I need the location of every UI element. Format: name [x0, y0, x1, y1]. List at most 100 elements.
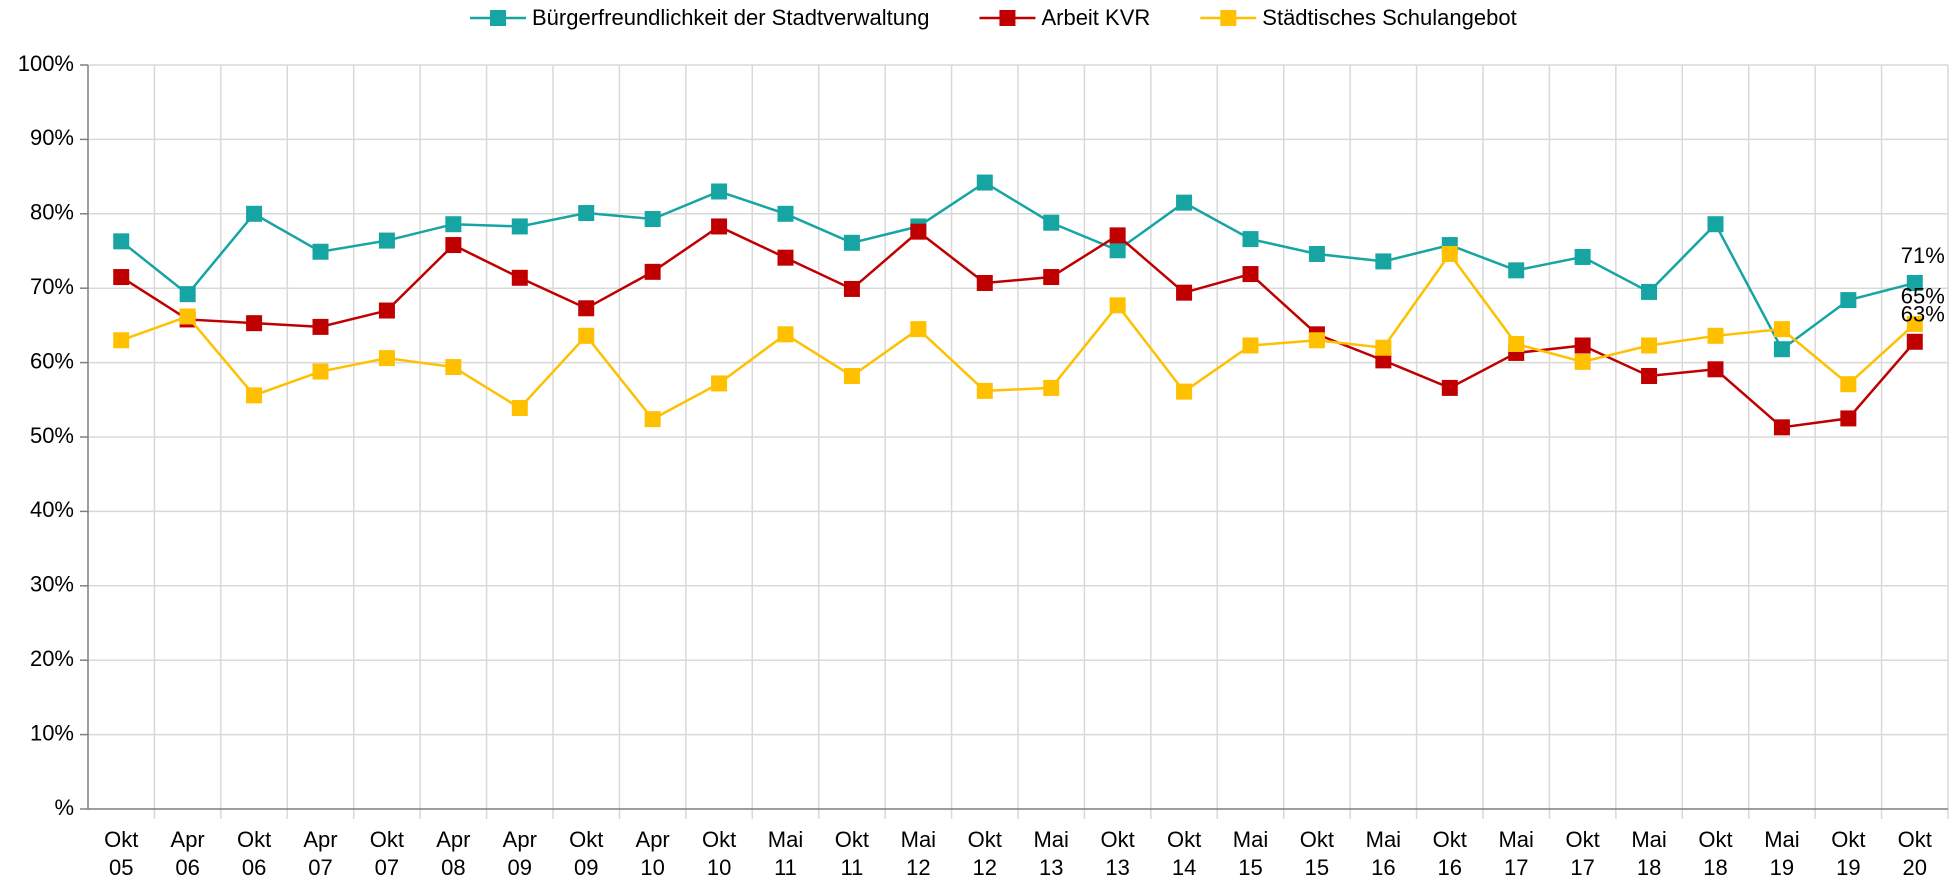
- value-label: 71%: [1901, 243, 1945, 268]
- point-marker: [1641, 367, 1658, 384]
- x-tick-label: Okt 11: [835, 827, 869, 880]
- point-marker: [843, 234, 860, 251]
- y-tick-label: 50%: [30, 423, 74, 448]
- point-marker: [1308, 245, 1325, 262]
- legend-marker: [999, 10, 1016, 26]
- point-marker: [644, 411, 661, 428]
- point-marker: [1242, 266, 1259, 283]
- point-marker: [378, 350, 395, 367]
- x-tick-label: Apr 09: [503, 827, 537, 880]
- value-label: 65%: [1901, 284, 1945, 309]
- point-marker: [1242, 337, 1259, 354]
- x-tick-label: Okt 16: [1433, 827, 1467, 880]
- point-marker: [1508, 336, 1525, 352]
- x-tick-label: Mai 11: [768, 827, 803, 880]
- point-marker: [511, 399, 528, 416]
- legend-item: Bürgerfreundlichkeit der Stadtverwaltung: [470, 5, 929, 30]
- x-tick-label: Apr 06: [171, 827, 205, 880]
- x-tick-label: Okt 05: [104, 827, 138, 880]
- x-tick-label: Apr 10: [636, 827, 670, 880]
- point-marker: [1641, 337, 1658, 354]
- legend-label: Arbeit KVR: [1041, 5, 1150, 30]
- x-tick-label: Okt 20: [1898, 827, 1932, 880]
- y-tick-label: 10%: [30, 720, 74, 745]
- point-marker: [1773, 419, 1790, 436]
- point-marker: [312, 363, 329, 380]
- point-marker: [1840, 292, 1857, 309]
- point-marker: [1242, 231, 1259, 248]
- point-marker: [378, 302, 395, 319]
- point-marker: [777, 205, 794, 222]
- x-tick-label: Okt 10: [702, 827, 736, 880]
- x-tick-label: Mai 19: [1764, 827, 1799, 880]
- series-line: [120, 181, 1916, 352]
- x-tick-label: Mai 12: [901, 827, 936, 880]
- point-marker: [1109, 227, 1126, 244]
- y-tick-label: 60%: [30, 348, 74, 373]
- x-tick-label: Mai 13: [1033, 827, 1068, 880]
- point-marker: [179, 286, 196, 303]
- point-marker: [1176, 383, 1193, 400]
- point-marker: [910, 321, 927, 338]
- point-marker: [511, 218, 528, 235]
- point-marker: [1043, 269, 1060, 286]
- point-marker: [1707, 327, 1724, 344]
- point-marker: [1375, 352, 1392, 369]
- legend-marker: [490, 10, 506, 26]
- point-marker: [644, 211, 661, 228]
- x-tick-label: Mai 17: [1498, 827, 1533, 880]
- point-marker: [1176, 194, 1193, 211]
- point-marker: [113, 269, 130, 286]
- legend-marker: [1220, 10, 1237, 26]
- point-marker: [1043, 214, 1060, 231]
- y-tick-label: 90%: [30, 125, 74, 150]
- point-marker: [1574, 248, 1591, 265]
- series-line: [120, 251, 1916, 421]
- point-marker: [1109, 297, 1126, 314]
- point-marker: [378, 232, 395, 249]
- point-marker: [1043, 379, 1060, 396]
- point-marker: [1441, 245, 1458, 262]
- point-marker: [312, 318, 329, 335]
- x-tick-label: Okt 19: [1831, 827, 1865, 880]
- y-tick-label: %: [54, 795, 74, 820]
- y-tick-label: 20%: [30, 646, 74, 671]
- legend-item: Arbeit KVR: [979, 5, 1150, 30]
- point-marker: [1375, 253, 1392, 270]
- y-tick-label: 30%: [30, 572, 74, 597]
- point-marker: [1308, 332, 1325, 349]
- point-marker: [843, 280, 860, 297]
- point-marker: [1840, 376, 1857, 393]
- point-marker: [1109, 242, 1126, 259]
- point-marker: [1906, 315, 1923, 332]
- point-marker: [511, 269, 528, 286]
- point-marker: [1641, 283, 1658, 300]
- x-tick-label: Okt 14: [1167, 827, 1201, 880]
- x-tick-label: Okt 06: [237, 827, 271, 880]
- x-tick-label: Mai 16: [1366, 827, 1401, 880]
- point-marker: [644, 263, 661, 280]
- point-marker: [1508, 262, 1525, 279]
- point-marker: [578, 205, 595, 222]
- x-tick-label: Mai 15: [1233, 827, 1268, 880]
- point-marker: [843, 367, 860, 384]
- point-marker: [777, 326, 794, 343]
- point-marker: [910, 223, 927, 240]
- x-tick-label: Okt 13: [1101, 827, 1135, 880]
- series-line: [120, 225, 1916, 429]
- x-tick-label: Mai 18: [1631, 827, 1666, 880]
- x-tick-label: Okt 18: [1698, 827, 1732, 880]
- point-marker: [976, 174, 993, 191]
- point-marker: [1906, 333, 1923, 350]
- point-marker: [1375, 339, 1392, 356]
- y-tick-label: 40%: [30, 497, 74, 522]
- legend-label: Städtisches Schulangebot: [1262, 5, 1516, 30]
- x-tick-label: Apr 07: [303, 827, 337, 880]
- point-marker: [312, 243, 329, 260]
- x-tick-label: Okt 09: [569, 827, 603, 880]
- x-tick-label: Okt 15: [1300, 827, 1334, 880]
- point-marker: [113, 332, 130, 349]
- x-tick-label: Okt 07: [370, 827, 404, 880]
- point-marker: [445, 216, 462, 233]
